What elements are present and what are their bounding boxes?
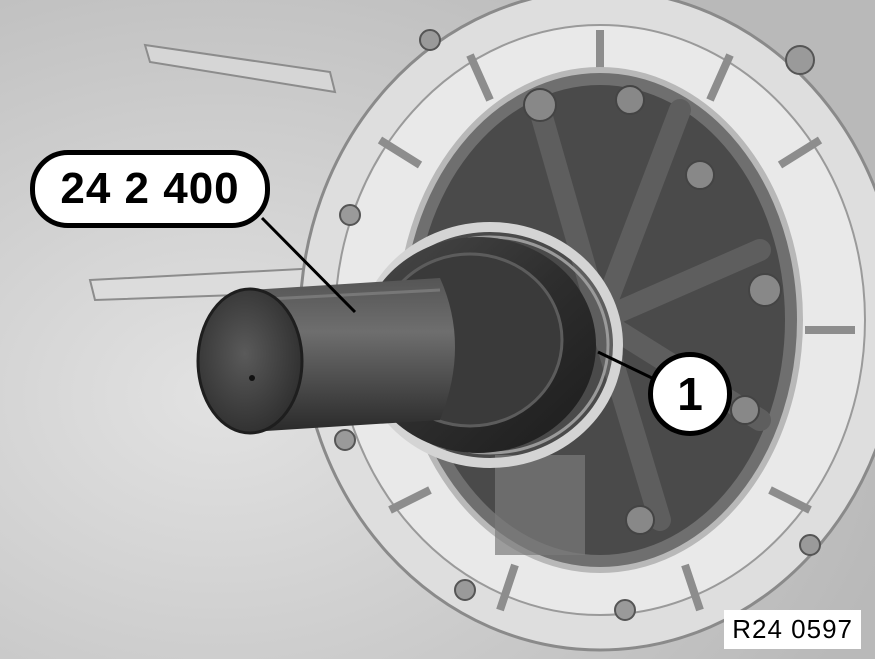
part-number-callout: 1: [648, 352, 732, 436]
lower-mesh-area: [495, 455, 585, 555]
flange-bolts: [334, 29, 821, 621]
internal-spokes: [529, 99, 771, 531]
tool-number-callout: 24 2 400: [30, 150, 270, 228]
part-leader-line: [597, 350, 653, 380]
tool-shaft: [250, 278, 455, 432]
figure-reference-code: R24 0597: [724, 610, 861, 649]
center-hole: [249, 375, 255, 381]
tool-end-face: [196, 287, 304, 435]
spoke-bosses: [523, 85, 782, 535]
tool-leader-line: [260, 216, 357, 314]
mounting-arm-upper: [143, 43, 337, 94]
shaft-highlight: [249, 288, 441, 302]
